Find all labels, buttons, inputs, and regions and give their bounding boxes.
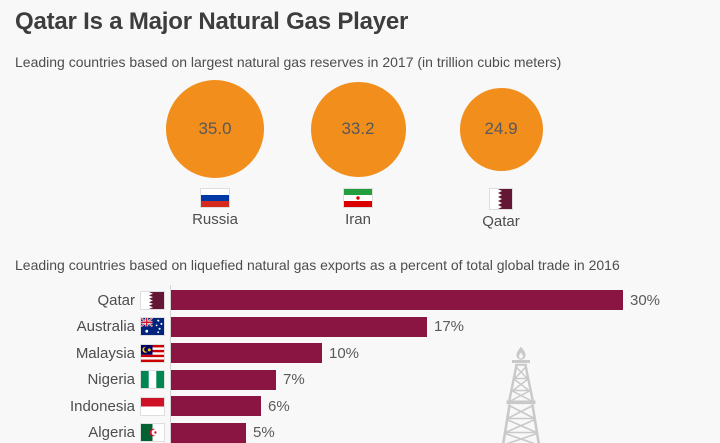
bubble-column-qatar: 24.9 Qatar: [436, 80, 566, 230]
indonesia-flag-icon: [141, 397, 164, 415]
bar-value-label: 5%: [253, 424, 275, 441]
bar-algeria: [171, 422, 246, 443]
bar-row-qatar: Qatar 30%: [0, 290, 720, 310]
bubble-russia: 35.0: [166, 80, 264, 178]
bar-row-nigeria: Nigeria 7%: [0, 369, 720, 390]
bar-category-label: Malaysia: [75, 344, 135, 362]
bar-value-label: 7%: [283, 371, 305, 388]
reserves-subtitle: Leading countries based on largest natur…: [15, 54, 562, 70]
bar-australia: [171, 316, 427, 337]
bar-indonesia: [171, 396, 261, 416]
bar-row-australia: Australia 17%: [0, 316, 720, 337]
iran-flag-icon: [344, 189, 372, 207]
bubble-country-label: Iran: [345, 211, 371, 228]
bubble-column-russia: 35.0 Russia: [150, 80, 280, 228]
bar-nigeria: [171, 369, 276, 390]
oil-derrick-icon: [502, 346, 540, 443]
bubble-country-label: Qatar: [482, 213, 520, 230]
bar-qatar: [171, 290, 623, 310]
bar-row-algeria: Algeria 5%: [0, 422, 720, 443]
qatar-flag-icon: [141, 291, 164, 309]
bubble-iran: 33.2: [310, 81, 406, 177]
bubble-wrap: 33.2: [310, 80, 406, 178]
bar-category-label: Algeria: [88, 424, 135, 441]
nigeria-flag-icon: [141, 371, 164, 388]
bubble-value-label: 24.9: [484, 119, 518, 138]
bubble-country-label: Russia: [192, 211, 238, 228]
bar-category-label: Qatar: [97, 291, 135, 309]
malaysia-flag-icon: [141, 344, 164, 362]
bar-value-label: 17%: [434, 318, 465, 335]
bar-row-indonesia: Indonesia 6%: [0, 396, 720, 416]
page-title: Qatar Is a Major Natural Gas Player: [15, 8, 409, 35]
bar-value-label: 10%: [329, 344, 360, 362]
bar-value-label: 6%: [268, 397, 290, 415]
bar-value-label: 30%: [630, 291, 661, 309]
australia-flag-icon: [141, 318, 164, 335]
bubble-value-label: 33.2: [341, 119, 375, 138]
bubble-column-iran: 33.2 Iran: [293, 80, 423, 228]
bar-category-label: Nigeria: [87, 371, 135, 388]
bar-malaysia: [171, 343, 322, 363]
bar-row-malaysia: Malaysia 10%: [0, 343, 720, 363]
bar-category-label: Australia: [76, 318, 135, 335]
algeria-flag-icon: [141, 424, 164, 441]
bubble-value-label: 35.0: [198, 119, 232, 138]
russia-flag-icon: [201, 189, 229, 207]
axis-line: [170, 285, 171, 443]
bar-category-label: Indonesia: [69, 397, 135, 415]
exports-subtitle: Leading countries based on liquefied nat…: [15, 257, 620, 273]
bubble-qatar: 24.9: [459, 87, 543, 171]
exports-bar-chart: Qatar 30% Australia: [0, 283, 720, 443]
qatar-flag-icon: [490, 189, 512, 209]
bubble-wrap: 24.9: [459, 80, 543, 178]
bubble-wrap: 35.0: [166, 80, 264, 178]
